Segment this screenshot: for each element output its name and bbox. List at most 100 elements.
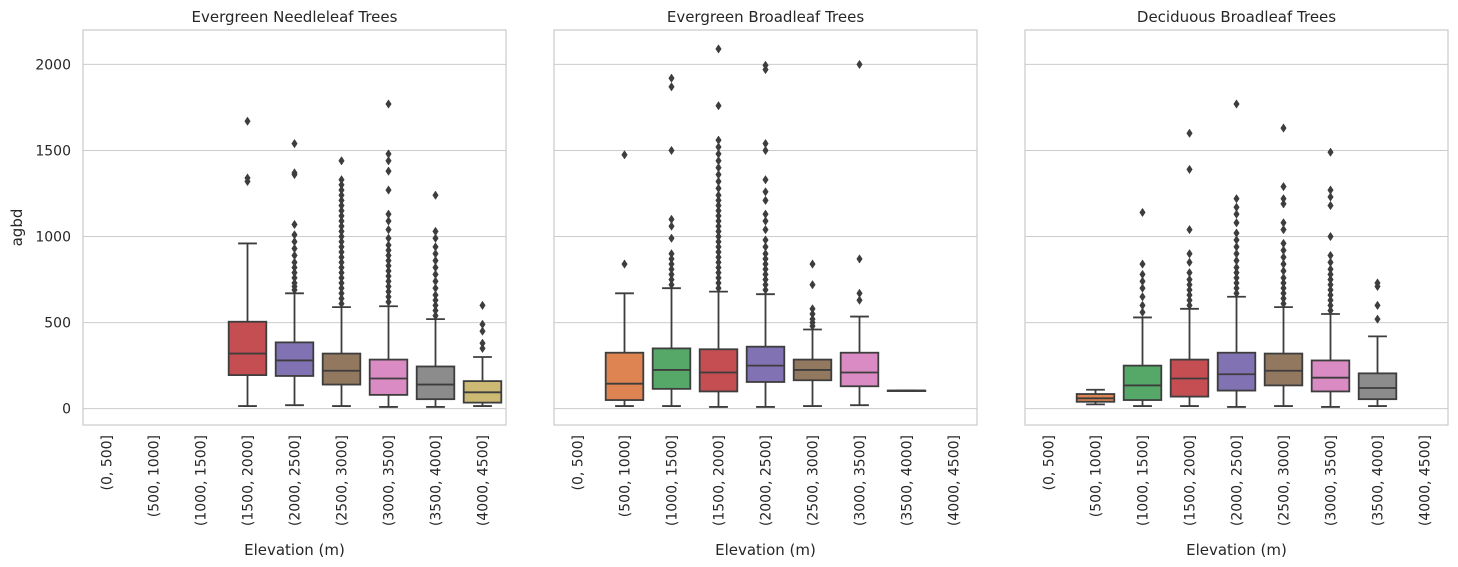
axes-frame (1024, 29, 1449, 426)
outlier-point (338, 190, 345, 200)
box-(2000, 2500] (274, 138, 315, 407)
iqr-box (368, 358, 409, 396)
outlier-point (715, 257, 722, 268)
box-(2500, 3000] (1263, 123, 1304, 407)
outlier-point (715, 135, 722, 145)
outlier-point (1327, 290, 1334, 300)
outlier-point (1186, 285, 1193, 295)
outlier-point (432, 233, 439, 243)
outlier-point (762, 269, 769, 280)
outlier-point (715, 262, 722, 273)
outlier-point (762, 209, 769, 219)
outlier-point (1327, 280, 1334, 290)
outlier-point (762, 249, 769, 259)
outlier-point (1280, 238, 1287, 249)
axes-frame (82, 29, 507, 426)
outlier-point (338, 242, 345, 252)
outlier-point (856, 288, 863, 298)
outlier-point (715, 226, 722, 237)
outlier-point (385, 185, 392, 195)
outlier-point (668, 221, 675, 231)
outlier-point (291, 273, 298, 283)
outlier-point (291, 268, 298, 278)
iqr-box (1357, 372, 1398, 401)
outlier-point (291, 278, 298, 288)
outlier-point (762, 274, 769, 285)
outlier-point (1233, 202, 1240, 212)
outlier-point (1327, 300, 1334, 311)
outlier-point (1280, 218, 1287, 228)
outlier-point (338, 156, 345, 166)
outlier-point (715, 44, 722, 54)
outlier-point (668, 233, 675, 243)
outlier-point (385, 255, 392, 266)
y-tick-label: 0 (62, 402, 71, 418)
outlier-point (338, 247, 345, 257)
outlier-point (762, 175, 769, 185)
outlier-point (291, 138, 298, 149)
outlier-point (715, 268, 722, 278)
outlier-point (479, 343, 486, 354)
outlier-point (291, 262, 298, 273)
outlier-point (1186, 268, 1193, 278)
outlier-point (1186, 128, 1193, 138)
outlier-point (715, 183, 722, 193)
x-tick-label: (2000, 2500] (1230, 435, 1246, 526)
outlier-point (762, 187, 769, 197)
iqr-box (1310, 359, 1351, 393)
outlier-point (1280, 293, 1287, 304)
box-(3500, 4000] (886, 389, 927, 392)
x-axis-label: Elevation (m) (715, 541, 816, 559)
outlier-point (715, 283, 722, 293)
outlier-point (621, 150, 628, 160)
outlier-point (1233, 99, 1240, 109)
outlier-point (668, 280, 675, 290)
outlier-point (1233, 235, 1240, 245)
outlier-point (291, 243, 298, 254)
outlier-point (432, 311, 439, 321)
outlier-point (715, 242, 722, 252)
outlier-point (432, 305, 439, 316)
box-(3500, 4000] (1357, 278, 1398, 407)
box-(2000, 2500] (1216, 99, 1257, 408)
outlier-point (385, 276, 392, 286)
outlier-point (1280, 266, 1287, 276)
outlier-point (338, 278, 345, 288)
outlier-point (338, 211, 345, 221)
outlier-point (856, 59, 863, 70)
outlier-point (1280, 259, 1287, 269)
outlier-point (1280, 225, 1287, 235)
outlier-point (338, 221, 345, 231)
x-tick-label: (2500, 3000] (1277, 435, 1293, 526)
outlier-point (432, 242, 439, 252)
outlier-point (338, 195, 345, 206)
outlier-point (385, 209, 392, 219)
outlier-point (1374, 314, 1381, 324)
outlier-point (385, 271, 392, 281)
x-tick-label: (1000, 1500] (194, 435, 210, 526)
outlier-point (385, 297, 392, 307)
iqr-box (321, 352, 362, 386)
outlier-point (385, 261, 392, 271)
x-tick-label: (0, 500] (100, 435, 116, 490)
outlier-point (1327, 185, 1334, 195)
box-(2000, 2500] (745, 60, 786, 408)
outlier-point (432, 249, 439, 259)
box-(1000, 1500] (1122, 207, 1163, 407)
outlier-point (715, 247, 722, 257)
outlier-point (1139, 276, 1146, 286)
outlier-point (762, 280, 769, 290)
outlier-point (715, 101, 722, 111)
outlier-point (715, 216, 722, 226)
iqr-box (839, 351, 880, 388)
outlier-point (762, 138, 769, 149)
outlier-point (668, 73, 675, 83)
outlier-point (715, 221, 722, 231)
outlier-point (809, 314, 816, 324)
x-tick-label: (0, 500] (1042, 435, 1058, 490)
outlier-point (668, 274, 675, 285)
outlier-point (479, 338, 486, 348)
outlier-point (762, 60, 769, 70)
outlier-point (1280, 199, 1287, 209)
y-axis-label: agbd (8, 209, 26, 247)
